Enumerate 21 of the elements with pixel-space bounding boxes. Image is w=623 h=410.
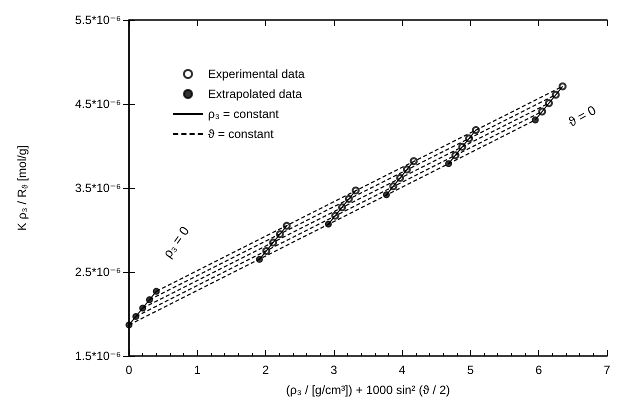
- legend-label: Experimental data: [208, 67, 306, 81]
- x-tick-label: 0: [126, 363, 133, 377]
- x-tick-label: 1: [194, 363, 201, 377]
- x-tick-label: 4: [398, 363, 406, 377]
- legend-label: ρ₃ = constant: [208, 107, 280, 121]
- legend-label: Extrapolated data: [208, 87, 302, 101]
- y-tick-label: 1.5*10⁻⁶: [75, 349, 122, 363]
- y-tick-label: 2.5*10⁻⁶: [75, 265, 122, 279]
- x-tick-label: 6: [535, 363, 542, 377]
- y-tick-label: 3.5*10⁻⁶: [75, 181, 122, 195]
- y-axis-title: K ρ₃ / Rϑ [mol/g]: [15, 145, 30, 231]
- annotation: ϑ = 0: [566, 102, 598, 130]
- x-axis-title: (ρ₃ / [g/cm³]) + 1000 sin² (ϑ / 2): [286, 383, 450, 397]
- y-tick-label: 5.5*10⁻⁶: [75, 13, 122, 27]
- y-tick-label: 4.5*10⁻⁶: [75, 97, 122, 111]
- annotation: ρ₃ = 0: [160, 224, 192, 260]
- x-tick-label: 7: [604, 363, 611, 377]
- x-tick-label: 3: [330, 363, 338, 377]
- legend-label: ϑ = constant: [208, 127, 274, 141]
- x-tick-label: 2: [262, 363, 270, 377]
- x-tick-label: 5: [467, 363, 474, 377]
